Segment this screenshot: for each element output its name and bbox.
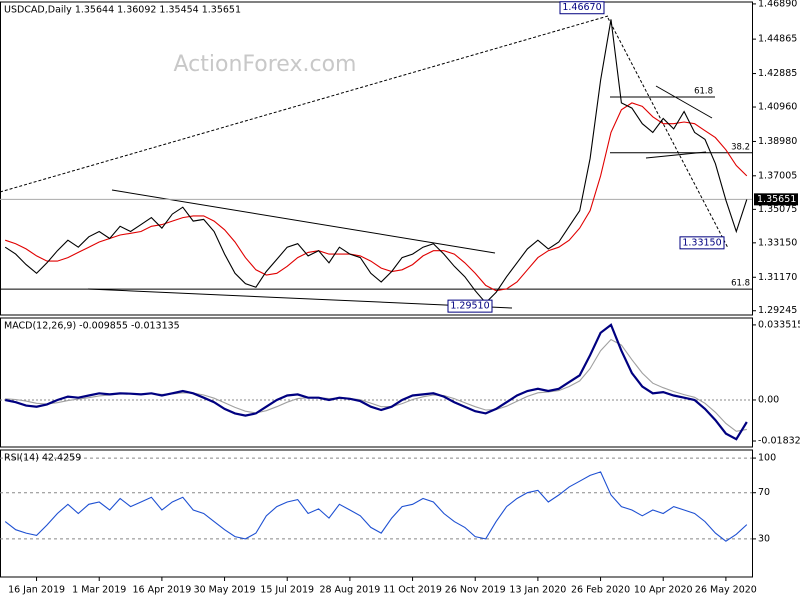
- x-tick-label: 26 Feb 2020: [571, 585, 630, 596]
- series-line: [4, 323, 748, 441]
- series-line: [4, 19, 748, 304]
- annotation-box: [679, 236, 725, 250]
- x-tick-label: 28 Aug 2019: [319, 585, 380, 596]
- panel-title: MACD(12,26,9) -0.009855 -0.013135: [4, 321, 180, 332]
- y-tick-label: 100: [758, 453, 776, 464]
- x-tick-label: 15 Jul 2019: [260, 585, 314, 596]
- y-tick-label: 1.40960: [758, 102, 797, 113]
- x-tick-label: 1 Mar 2019: [72, 585, 126, 596]
- trend-line: [111, 189, 496, 254]
- y-tick-label: 0.00: [758, 394, 779, 405]
- trend-line: [607, 17, 729, 249]
- y-tick-label: 70: [758, 487, 770, 498]
- trend-line: [655, 85, 713, 119]
- y-tick-label: 1.33150: [758, 237, 797, 248]
- y-tick-label: 1.31170: [758, 272, 797, 283]
- y-tick-label: 1.35075: [758, 204, 797, 215]
- x-tick-label: 16 Apr 2019: [133, 585, 192, 596]
- y-tick-label: 0.033515: [758, 319, 800, 330]
- y-tick-label: -0.018324: [758, 436, 800, 447]
- annotation-label: 1.29510: [450, 301, 489, 312]
- x-tick-label: 30 May 2019: [194, 585, 256, 596]
- series-line: [4, 471, 748, 542]
- last-price-label: 1.35651: [757, 194, 796, 205]
- y-tick-label: 1.38980: [758, 136, 797, 147]
- fib-label: 38.2: [731, 142, 750, 152]
- x-tick-label: 26 May 2020: [695, 585, 757, 596]
- trend-line: [0, 15, 609, 193]
- x-tick-label: 10 Apr 2020: [634, 585, 693, 596]
- y-tick-label: 30: [758, 533, 770, 544]
- annotation-box: [447, 299, 493, 313]
- fib-label: 61.8: [731, 279, 750, 289]
- annotation-label: 1.33150: [682, 237, 721, 248]
- panel-title: RSI(14) 42.4259: [4, 453, 81, 464]
- x-tick-label: 11 Oct 2019: [383, 585, 442, 596]
- last-price-box: [754, 193, 798, 206]
- annotation-label: 1.46670: [562, 2, 601, 13]
- x-tick-label: 26 Nov 2019: [445, 585, 506, 596]
- fib-label: 61.8: [694, 86, 713, 96]
- trend-line: [87, 288, 513, 309]
- series-line: [5, 102, 748, 292]
- y-tick-label: 1.46890: [758, 0, 797, 9]
- x-tick-label: 13 Jan 2020: [509, 585, 566, 596]
- annotation-box: [559, 1, 605, 15]
- panel-title: USDCAD,Daily 1.35644 1.36092 1.35454 1.3…: [4, 5, 241, 16]
- watermark: ActionForex.com: [174, 52, 357, 77]
- x-tick-label: 16 Jan 2019: [8, 585, 65, 596]
- y-tick-label: 1.29245: [758, 305, 797, 316]
- y-tick-label: 1.37005: [758, 170, 797, 181]
- y-tick-label: 1.44865: [758, 34, 797, 45]
- y-tick-label: 1.42885: [758, 68, 797, 79]
